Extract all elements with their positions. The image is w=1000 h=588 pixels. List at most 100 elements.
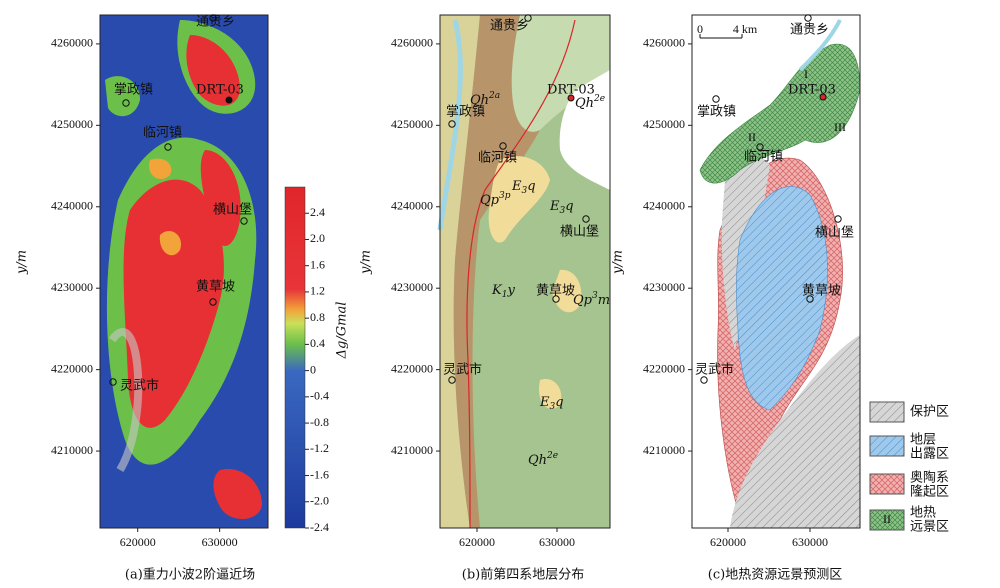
stratum-tail: q	[565, 199, 573, 214]
town-marker	[700, 376, 708, 384]
y-tick-label: 4230000	[391, 280, 433, 294]
town-label: 通贵乡	[196, 15, 235, 30]
prospect-map	[691, 14, 861, 529]
y-tick-label: 4260000	[643, 36, 685, 50]
y-tick-label: 4210000	[391, 443, 433, 457]
colorbar-tick-label: 0.8	[310, 310, 325, 324]
colorbar-tick-label: 1.6	[310, 257, 325, 271]
town-marker	[209, 298, 217, 306]
town-label: 通贵乡	[490, 19, 529, 34]
town-label: 通贵乡	[790, 23, 829, 38]
town-marker	[164, 143, 172, 151]
gravity-map	[99, 14, 269, 529]
town-label: 临河镇	[478, 151, 517, 166]
x-tick-label: 620000	[710, 535, 746, 549]
caption: (b)前第四系地层分布	[462, 567, 584, 583]
y-tick-label: 4210000	[51, 443, 93, 457]
geology-map	[437, 14, 611, 529]
town-label: 黄草坡	[196, 280, 235, 295]
x-tick-label: 630000	[792, 535, 828, 549]
y-axis-label: y/m	[359, 250, 374, 275]
town-marker	[804, 14, 812, 22]
zone-label: II	[748, 130, 756, 144]
colorbar-tick-label: -0.4	[310, 389, 329, 403]
stratum-symbol: E	[549, 199, 560, 214]
stratum-sub: 1	[502, 290, 508, 300]
colorbar-tick-label: -1.2	[310, 441, 329, 455]
colorbar-tick-label: -2.0	[310, 494, 329, 508]
x-tick-label: 620000	[459, 535, 495, 549]
y-tick-label: 4230000	[51, 280, 93, 294]
stratum-label: Qp3p	[480, 191, 511, 208]
stratum-tail: m	[598, 293, 610, 308]
colorbar-tick-label: 0	[310, 362, 316, 376]
stratum-sub: 3	[522, 186, 528, 196]
x-tick-label: 630000	[539, 535, 575, 549]
town-marker	[712, 95, 720, 103]
town-label: 掌政镇	[446, 105, 485, 120]
y-axis-label: y/m	[611, 250, 626, 275]
stratum-label: Qh2e	[528, 451, 558, 468]
town-label: 临河镇	[744, 150, 783, 165]
y-tick-label: 4240000	[391, 199, 433, 213]
zone-label: III	[834, 120, 846, 134]
colorbar-tick-label: 2.4	[310, 205, 325, 219]
y-tick-label: 4250000	[643, 117, 685, 131]
legend-label: 地层	[910, 433, 936, 448]
town-label: 灵武市	[120, 378, 159, 394]
town-label: 掌政镇	[114, 83, 153, 98]
well-label: DRT-03	[196, 83, 244, 98]
stratum-symbol: Qh	[470, 93, 489, 108]
stratum-tail: y	[506, 283, 515, 298]
x-tick-label: 620000	[120, 535, 156, 549]
caption: (a)重力小波2阶逼近场	[125, 567, 255, 583]
y-tick-label: 4230000	[643, 280, 685, 294]
stratum-label: Qp3m	[573, 291, 610, 308]
stratum-label: Qh2a	[470, 91, 500, 108]
legend-zone-mark: II	[883, 512, 891, 526]
stratum-symbol: E	[511, 179, 522, 194]
town-label: 掌政镇	[697, 105, 736, 120]
colorbar-tick-label: -0.8	[310, 415, 329, 429]
stratum-symbol: Qp	[573, 293, 593, 308]
town-label: 横山堡	[213, 202, 252, 218]
colorbar-tick-label: -2.4	[310, 520, 329, 534]
scale-label: 0	[697, 22, 703, 36]
y-tick-label: 4220000	[643, 361, 685, 375]
x-tick-label: 630000	[202, 535, 238, 549]
y-tick-label: 4210000	[643, 443, 685, 457]
y-tick-label: 4250000	[391, 117, 433, 131]
y-tick-label: 4260000	[391, 36, 433, 50]
stratum-label: Qh2e	[575, 94, 605, 111]
town-marker	[582, 215, 590, 223]
town-marker	[109, 378, 117, 386]
town-label: 灵武市	[695, 362, 734, 378]
stratum-sup: 2e	[546, 451, 558, 461]
town-label: 横山堡	[560, 224, 599, 240]
town-label: 临河镇	[143, 126, 182, 141]
y-tick-label: 4240000	[51, 199, 93, 213]
y-tick-label: 4220000	[51, 361, 93, 375]
stratum-tail: q	[527, 179, 535, 194]
town-marker	[209, 14, 217, 22]
y-tick-label: 4220000	[391, 361, 433, 375]
colorbar-tick-label: -1.6	[310, 467, 329, 481]
stratum-sup: 2a	[488, 91, 500, 101]
colorbar-tick-label: 1.2	[310, 284, 325, 298]
town-label: 黄草坡	[536, 284, 575, 299]
stratum-tail: q	[555, 395, 563, 410]
stratum-sup: 2e	[593, 94, 605, 104]
town-marker	[834, 215, 842, 223]
well-marker	[225, 96, 233, 104]
stratum-symbol: E	[539, 395, 550, 410]
town-label: 横山堡	[815, 225, 854, 241]
town-marker	[122, 99, 130, 107]
town-marker	[756, 143, 764, 151]
zone-label: I	[804, 67, 808, 81]
town-label: 黄草坡	[802, 284, 841, 299]
town-marker	[448, 120, 456, 128]
town-marker	[499, 142, 507, 150]
town-marker	[240, 217, 248, 225]
town-marker	[552, 295, 560, 303]
